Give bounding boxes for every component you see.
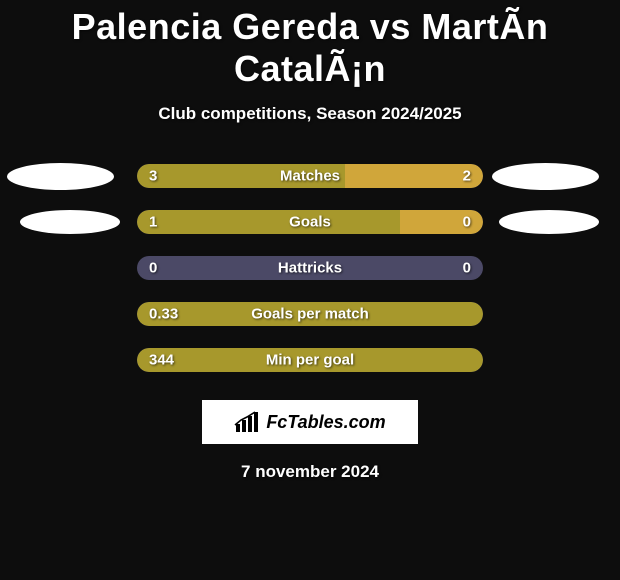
stat-label: Goals (289, 214, 331, 231)
stat-row: 3 2 Matches (0, 164, 620, 188)
subtitle: Club competitions, Season 2024/2025 (0, 104, 620, 124)
value-left: 0 (149, 260, 157, 277)
ellipse-right (499, 210, 599, 234)
ellipse-left (20, 210, 120, 234)
bar-track: 3 2 Matches (137, 164, 483, 188)
stat-row: 0.33 Goals per match (0, 302, 620, 326)
ellipse-left (7, 163, 114, 190)
value-right: 0 (463, 260, 471, 277)
chart-icon (234, 410, 260, 434)
value-left: 3 (149, 168, 157, 185)
value-right: 2 (463, 168, 471, 185)
stat-row: 344 Min per goal (0, 348, 620, 372)
value-left: 0.33 (149, 306, 178, 323)
stat-label: Hattricks (278, 260, 342, 277)
stat-label: Goals per match (251, 306, 369, 323)
ellipse-right (492, 163, 599, 190)
logo-box: FcTables.com (202, 400, 418, 444)
page-title: Palencia Gereda vs MartÃ­n CatalÃ¡n (0, 6, 620, 90)
value-right: 0 (463, 214, 471, 231)
bar-track: 0.33 Goals per match (137, 302, 483, 326)
stat-label: Matches (280, 168, 340, 185)
value-left: 1 (149, 214, 157, 231)
stat-row: 1 0 Goals (0, 210, 620, 234)
bar-track: 1 0 Goals (137, 210, 483, 234)
bar-fill-left (137, 210, 400, 234)
value-left: 344 (149, 352, 174, 369)
stat-label: Min per goal (266, 352, 354, 369)
bar-track: 0 0 Hattricks (137, 256, 483, 280)
bar-track: 344 Min per goal (137, 348, 483, 372)
stat-row: 0 0 Hattricks (0, 256, 620, 280)
date-label: 7 november 2024 (0, 462, 620, 482)
logo-text: FcTables.com (266, 412, 385, 433)
infographic-container: Palencia Gereda vs MartÃ­n CatalÃ¡n Club… (0, 0, 620, 482)
rows-group: 3 2 Matches 1 0 Goals 0 0 Hattricks 0.33 Goals per… (0, 164, 620, 372)
